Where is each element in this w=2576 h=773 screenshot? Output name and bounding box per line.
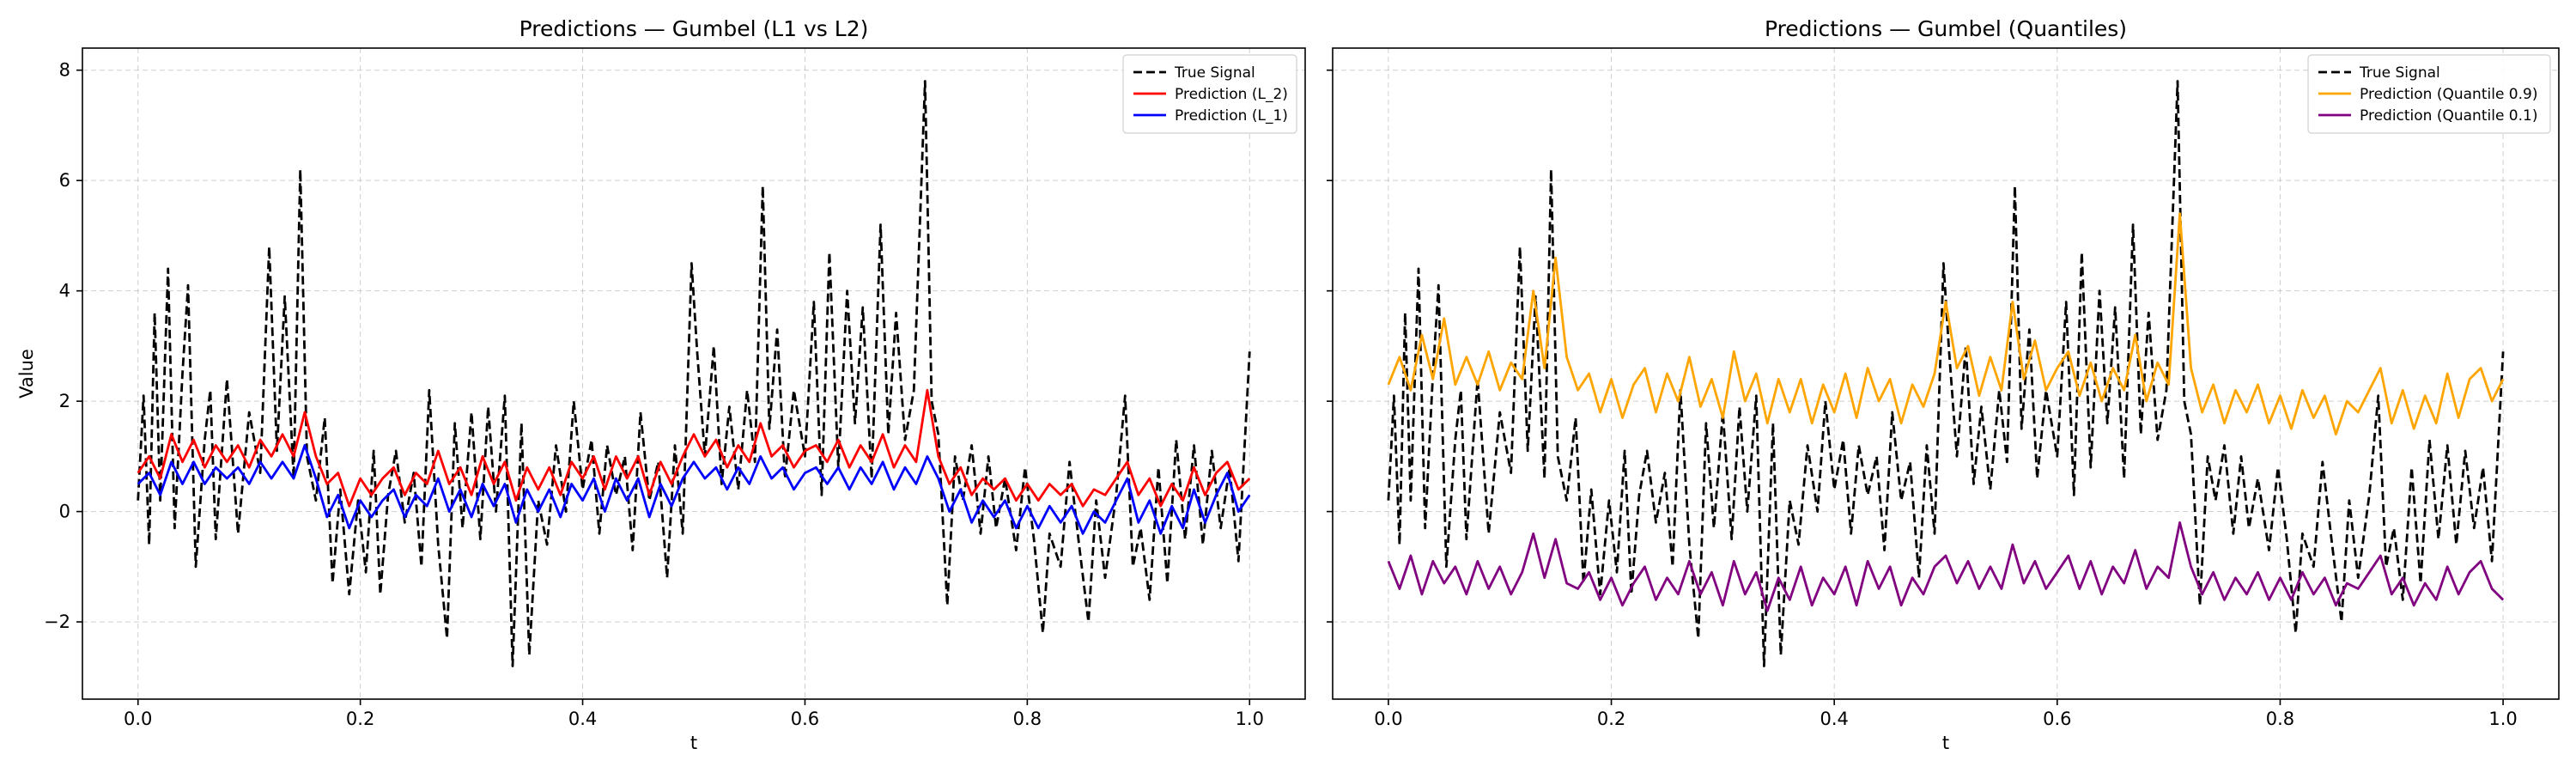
series-line-0 (137, 80, 1251, 667)
y-tick-label: 0 (59, 502, 70, 522)
y-tick-label: 8 (59, 60, 70, 81)
axes-frame (1332, 47, 2560, 700)
x-tick-label: 1.0 (1236, 709, 1264, 729)
axes-frame (82, 47, 1306, 700)
legend-box (2307, 54, 2551, 134)
series-line-2 (137, 444, 1251, 535)
y-tick-label: 2 (59, 391, 70, 411)
series-line-1 (1387, 212, 2505, 436)
legend-label-0: True Signal (1174, 64, 1255, 82)
series-line-2 (1387, 521, 2505, 612)
x-tick-label: 0.6 (2043, 709, 2071, 729)
chart-panel-quantiles: Predictions — Gumbel (Quantiles) t 0.0 0.… (1327, 16, 2560, 753)
x-tick-label: 0.0 (124, 709, 152, 729)
series-line-1 (137, 388, 1251, 508)
series-line-0 (1387, 80, 2505, 667)
legend-label-2: Prediction (Quantile 0.1) (2360, 107, 2537, 125)
x-axis-label: t (1942, 733, 1949, 753)
x-tick-label: 0.0 (1374, 709, 1402, 729)
x-tick-label: 1.0 (2488, 709, 2517, 729)
x-tick-label: 0.2 (346, 709, 374, 729)
x-tick-label: 0.8 (2266, 709, 2294, 729)
chart-title: Predictions — Gumbel (Quantiles) (1765, 16, 2127, 41)
legend-box (1122, 54, 1297, 134)
legend: True Signal Prediction (Quantile 0.9) Pred… (2307, 54, 2551, 134)
chart-panel-l1-vs-l2: Predictions — Gumbel (L1 vs L2) t Value … (16, 16, 1306, 753)
y-tick-label: −2 (44, 612, 70, 632)
x-tick-label: 0.2 (1597, 709, 1625, 729)
plot-area (82, 48, 1305, 699)
y-tick-label: 4 (59, 281, 70, 301)
x-tick-label: 0.4 (1820, 709, 1848, 729)
x-tick-label: 0.8 (1013, 709, 1042, 729)
x-tick-label: 0.4 (568, 709, 597, 729)
x-tick-label: 0.6 (791, 709, 819, 729)
legend-label-1: Prediction (L_2) (1175, 86, 1288, 103)
plot-area (1333, 48, 2559, 699)
y-axis-label: Value (16, 349, 37, 399)
x-axis-label: t (690, 733, 697, 753)
legend-label-1: Prediction (Quantile 0.9) (2360, 86, 2537, 103)
y-tick-label: 6 (59, 170, 70, 191)
legend: True Signal Prediction (L_2) Prediction (L… (1122, 54, 1297, 134)
chart-title: Predictions — Gumbel (L1 vs L2) (519, 16, 869, 41)
legend-label-0: True Signal (2359, 64, 2440, 82)
legend-label-2: Prediction (L_1) (1175, 107, 1288, 125)
